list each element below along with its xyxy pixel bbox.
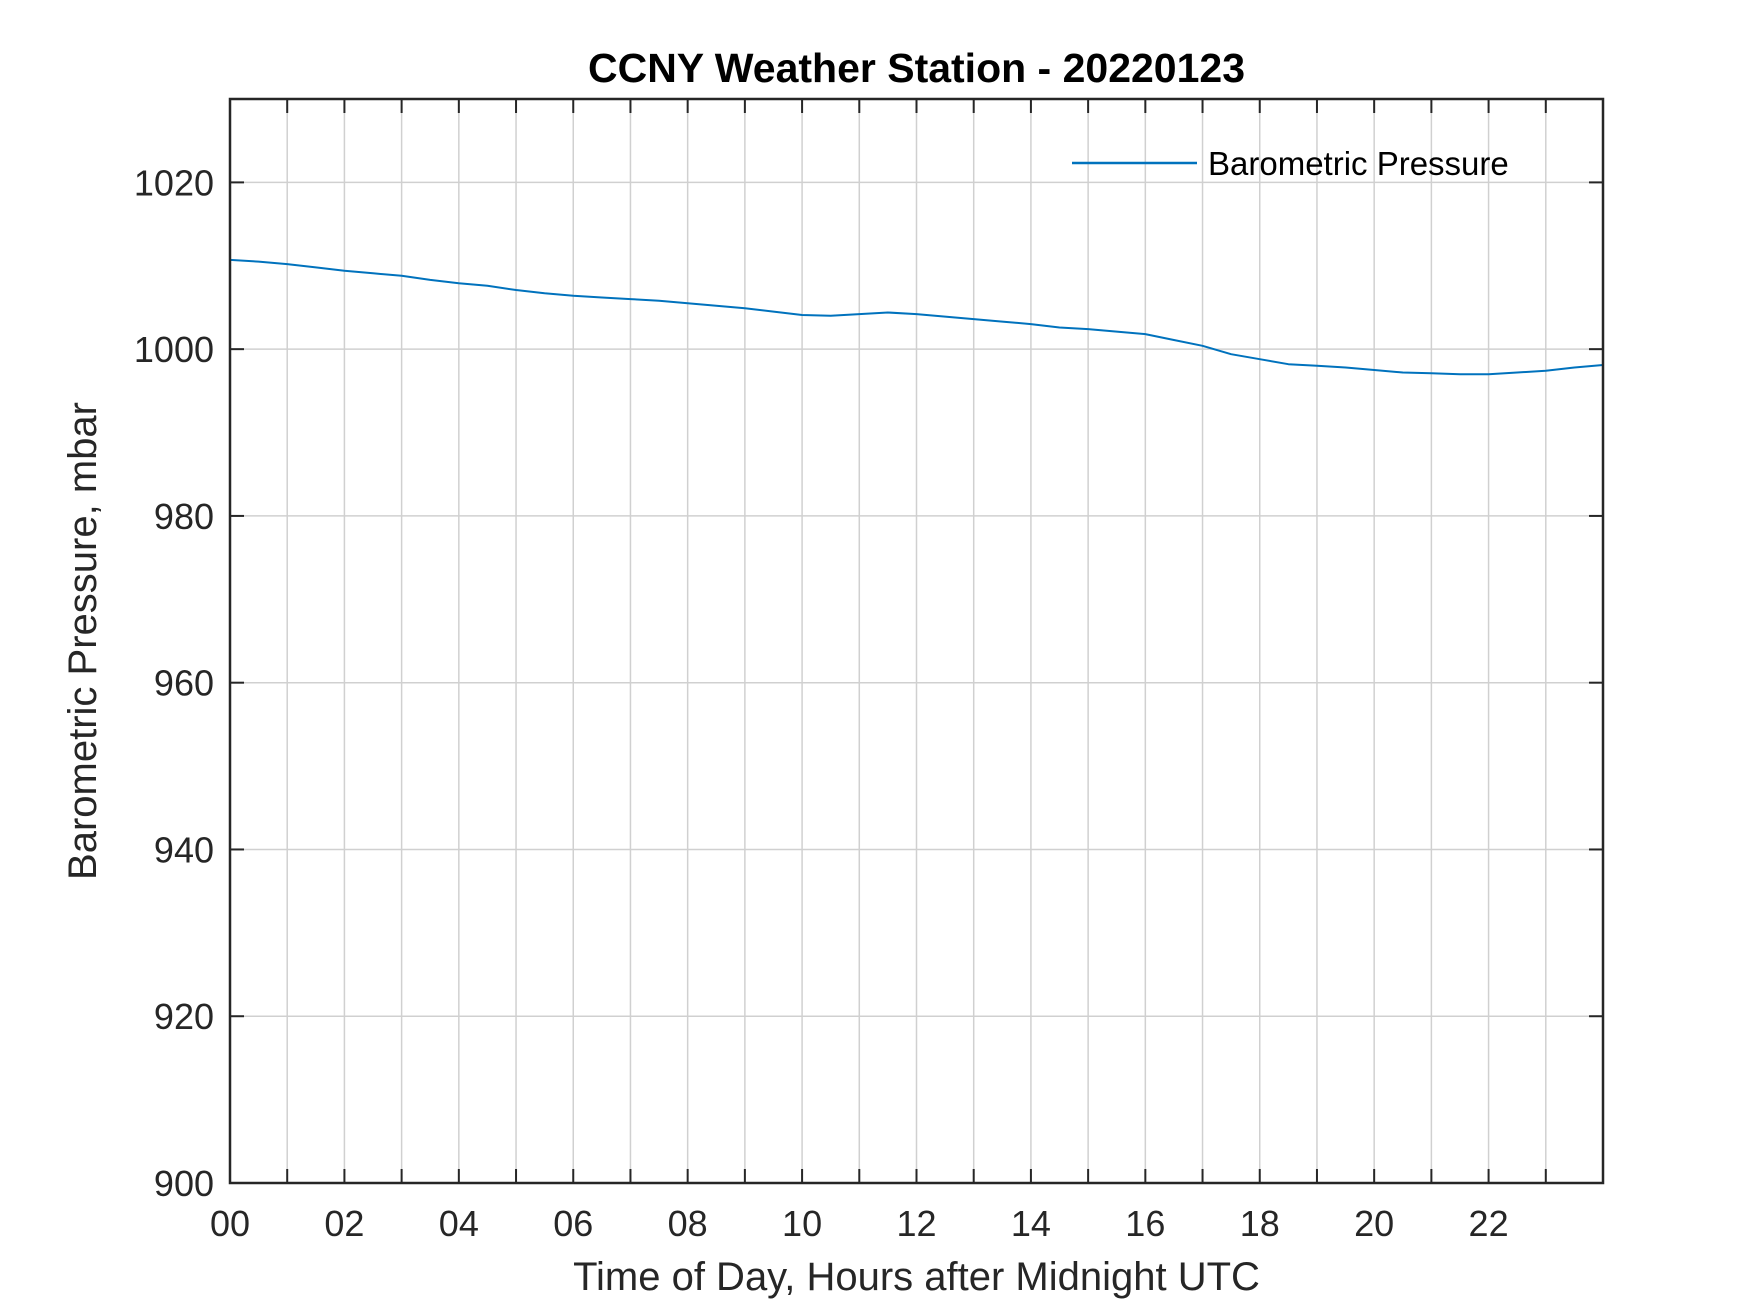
x-tick-label: 04 [439, 1203, 479, 1244]
y-tick-label: 960 [154, 663, 214, 704]
x-axis-label: Time of Day, Hours after Midnight UTC [573, 1255, 1260, 1299]
y-tick-label: 1020 [134, 162, 214, 203]
x-tick-labels: 00 02 04 06 08 10 12 14 16 18 20 22 [210, 1203, 1509, 1244]
x-tick-label: 22 [1469, 1203, 1509, 1244]
legend: Barometric Pressure [1072, 145, 1509, 182]
ticks [229, 99, 1603, 1184]
y-axis-label: Barometric Pressure, mbar [61, 402, 105, 880]
x-tick-label: 12 [896, 1203, 936, 1244]
x-tick-label: 02 [324, 1203, 364, 1244]
y-tick-label: 980 [154, 496, 214, 537]
x-tick-label: 00 [210, 1203, 250, 1244]
y-tick-label: 940 [154, 829, 214, 870]
y-tick-label: 1000 [134, 329, 214, 370]
series-line-barometric-pressure [229, 258, 1604, 376]
x-tick-label: 16 [1125, 1203, 1165, 1244]
y-tick-labels: 900 920 940 960 980 1000 1020 [134, 162, 214, 1204]
chart-title: CCNY Weather Station - 20220123 [588, 45, 1245, 91]
grid-lines [230, 99, 1603, 1183]
x-tick-label: 18 [1240, 1203, 1280, 1244]
x-tick-label: 20 [1354, 1203, 1394, 1244]
legend-label-barometric-pressure: Barometric Pressure [1208, 145, 1509, 182]
y-tick-label: 900 [154, 1163, 214, 1204]
x-tick-label: 06 [553, 1203, 593, 1244]
series-layer [229, 258, 1604, 376]
x-tick-label: 10 [782, 1203, 822, 1244]
x-tick-label: 14 [1011, 1203, 1051, 1244]
x-tick-label: 08 [668, 1203, 708, 1244]
y-tick-label: 920 [154, 996, 214, 1037]
